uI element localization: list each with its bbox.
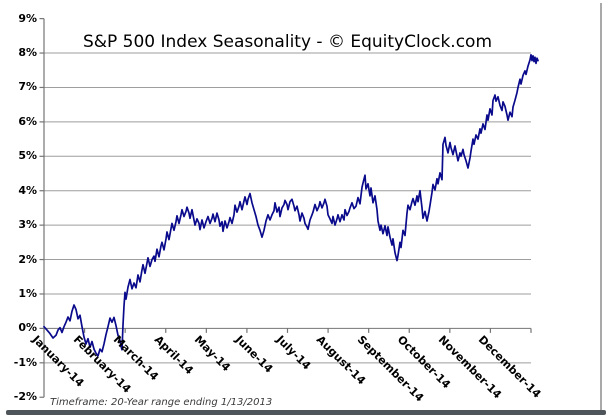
y-axis-tick-label: 4%	[18, 183, 37, 197]
y-axis-tick-label: 1%	[18, 286, 37, 300]
y-axis-tick-label: 3%	[18, 218, 37, 232]
y-axis-tick-label: 0%	[18, 321, 37, 335]
y-axis-tick-label: 6%	[18, 114, 37, 128]
y-axis-tick-label: 2%	[18, 252, 37, 266]
seasonality-series-line	[43, 53, 539, 357]
frame-right-border	[600, 3, 602, 410]
y-axis-tick-label: 9%	[18, 11, 37, 25]
timeframe-footnote: Timeframe: 20-Year range ending 1/13/201…	[50, 397, 273, 408]
chart-title: S&P 500 Index Seasonality - © EquityCloc…	[82, 32, 493, 52]
y-axis-tick-label: -2%	[13, 390, 37, 404]
y-axis-tick-label: 7%	[18, 80, 37, 94]
y-axis-tick-label: 5%	[18, 149, 37, 163]
y-axis-tick-label: -1%	[13, 355, 37, 369]
frame-bottom-shadow	[6, 410, 606, 415]
y-axis-tick-label: 8%	[18, 46, 37, 60]
